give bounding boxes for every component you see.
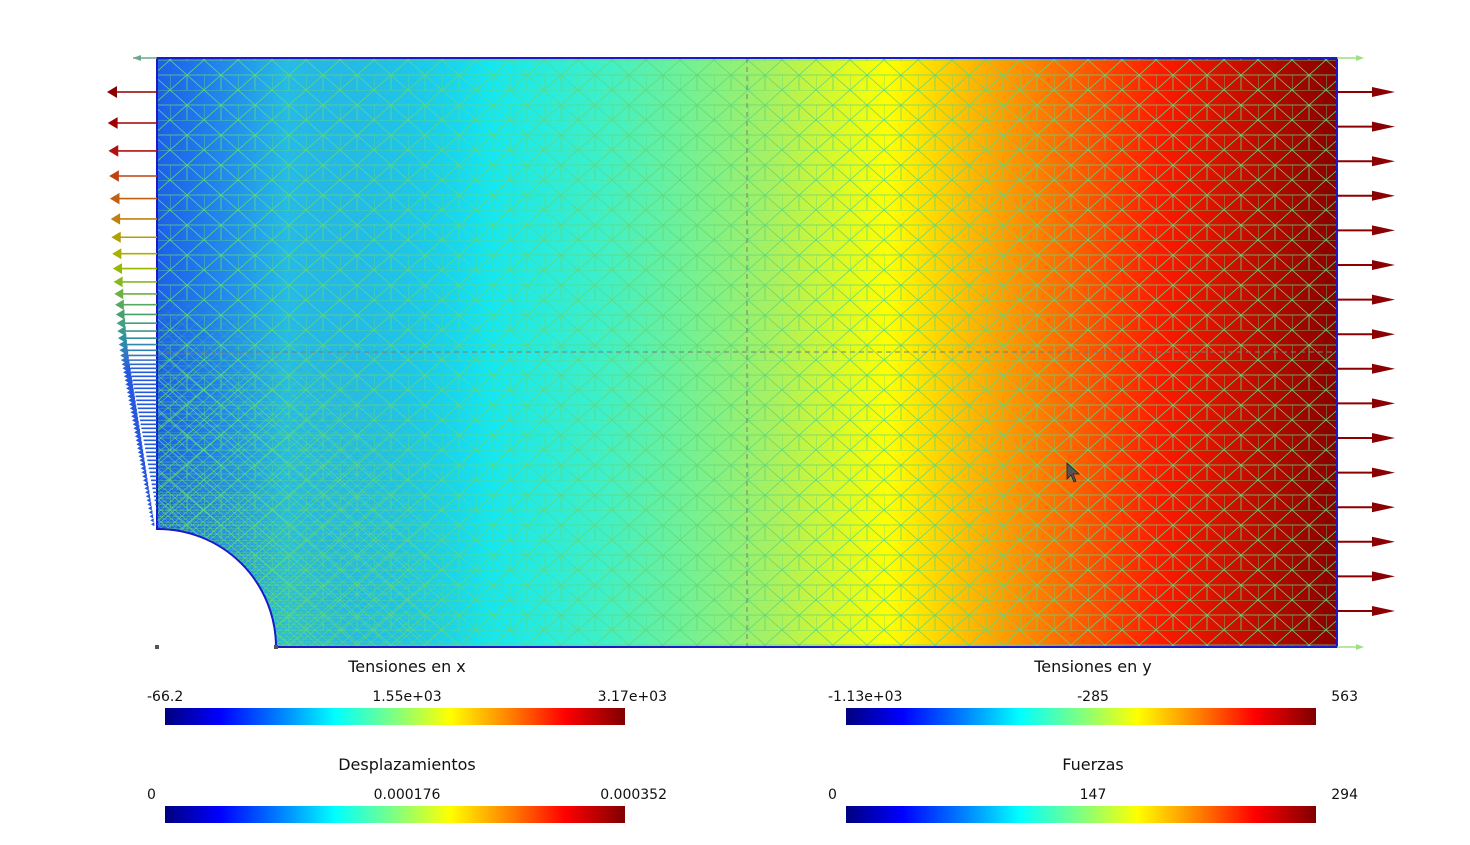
colorbar	[165, 708, 625, 725]
reaction-arrow-head	[151, 522, 155, 527]
load-arrow-head	[1372, 433, 1395, 443]
load-arrow-head	[1372, 398, 1395, 409]
colorbar	[846, 708, 1316, 725]
symmetry-lines	[157, 58, 1337, 647]
reaction-arrow-head	[118, 339, 127, 350]
reaction-arrow-head	[109, 170, 119, 182]
reaction-arrow-head	[108, 145, 119, 157]
reaction-arrow-head	[110, 213, 121, 225]
reaction-arrow-head	[118, 333, 127, 344]
reaction-arrow-head	[111, 231, 121, 243]
load-arrow-head	[1372, 571, 1395, 582]
reaction-arrow-head	[145, 489, 150, 495]
reaction-arrow-head	[142, 477, 148, 484]
legend-max-value: 294	[1331, 787, 1358, 803]
legend-mid-value: 147	[1079, 787, 1107, 803]
load-arrow-head	[1372, 260, 1395, 270]
load-arrow-head	[1372, 363, 1395, 374]
legend-stress-y: Tensiones en y -1.13e+03 -285 563	[828, 657, 1358, 737]
legend-title: Fuerzas	[1062, 755, 1124, 774]
legend-max-value: 3.17e+03	[597, 689, 667, 705]
reaction-arrow-head	[140, 465, 146, 472]
load-arrow-head	[1372, 87, 1395, 97]
reaction-arrow-head	[148, 506, 152, 511]
legend-displacements: Desplazamientos 0 0.000176 0.000352	[147, 755, 667, 835]
right-load-arrows	[1337, 87, 1395, 616]
reaction-arrow-head	[112, 248, 122, 260]
legend-mid-value: -285	[1077, 689, 1109, 705]
reaction-arrow-head	[140, 461, 145, 468]
load-arrow-head	[1372, 329, 1395, 340]
left-reaction-arrows	[107, 86, 159, 527]
load-arrow-head	[1372, 190, 1395, 201]
legend-max-value: 0.000352	[600, 787, 667, 803]
load-arrow-head	[1372, 467, 1395, 478]
reaction-arrow-head	[115, 299, 124, 310]
legend-title: Tensiones en y	[1034, 657, 1152, 676]
load-arrow-head	[1372, 502, 1395, 513]
reaction-arrow-head	[137, 449, 144, 456]
reaction-arrow-head	[144, 485, 149, 491]
reaction-arrow-head	[107, 86, 117, 98]
load-arrow-head	[1372, 225, 1395, 236]
reaction-arrow-head	[134, 432, 141, 440]
legend-min-value: -66.2	[147, 689, 184, 705]
legend-forces: Fuerzas 0 147 294	[828, 755, 1358, 835]
reaction-arrow-head	[148, 510, 153, 515]
load-arrow-head	[1372, 606, 1395, 616]
legend-mid-value: 0.000176	[373, 787, 441, 803]
mouse-cursor-icon	[1066, 462, 1081, 483]
reaction-arrow-head	[137, 445, 143, 452]
legend-max-value: 563	[1331, 689, 1358, 705]
reaction-arrow-head	[139, 457, 145, 464]
plate-boundary	[156, 57, 1338, 648]
reaction-arrow-head	[115, 309, 125, 320]
reaction-arrow-head	[107, 117, 118, 129]
reaction-arrow-head	[149, 514, 154, 519]
reaction-arrow-head	[141, 469, 147, 476]
colorbar	[846, 806, 1316, 823]
reaction-arrow-head	[143, 481, 149, 487]
legend-min-value: 0	[828, 787, 837, 803]
fem-viewport[interactable]	[0, 0, 1470, 655]
legend-min-value: -1.13e+03	[828, 689, 903, 705]
legend-title: Desplazamientos	[338, 755, 476, 774]
legend-title: Tensiones en x	[348, 657, 466, 676]
load-arrow-head	[1372, 156, 1395, 167]
reaction-arrow-head	[135, 436, 142, 444]
reaction-arrow-head	[134, 428, 141, 436]
colorbar	[165, 806, 625, 823]
reaction-arrow-head	[109, 192, 120, 205]
reaction-arrow-head	[116, 318, 126, 329]
legend-stress-x: Tensiones en x -66.2 1.55e+03 3.17e+03	[147, 657, 667, 737]
reaction-arrow-head	[112, 263, 122, 275]
reaction-arrow-head	[150, 518, 154, 523]
reaction-arrow-head	[147, 501, 152, 507]
reaction-arrow-head	[136, 440, 142, 448]
reaction-arrow-head	[138, 453, 144, 460]
legend-mid-value: 1.55e+03	[372, 689, 442, 705]
legend-min-value: 0	[147, 787, 156, 803]
corner-markers	[133, 55, 1364, 650]
reaction-arrow-head	[114, 288, 124, 300]
reaction-arrow-head	[113, 276, 123, 288]
reaction-arrow-head	[145, 493, 150, 499]
load-arrow-head	[1372, 536, 1395, 547]
load-arrow-head	[1372, 121, 1395, 132]
reaction-arrow-head	[117, 326, 126, 337]
reaction-arrow-head	[146, 497, 151, 503]
load-arrow-head	[1372, 294, 1395, 305]
reaction-arrow-head	[142, 473, 147, 480]
